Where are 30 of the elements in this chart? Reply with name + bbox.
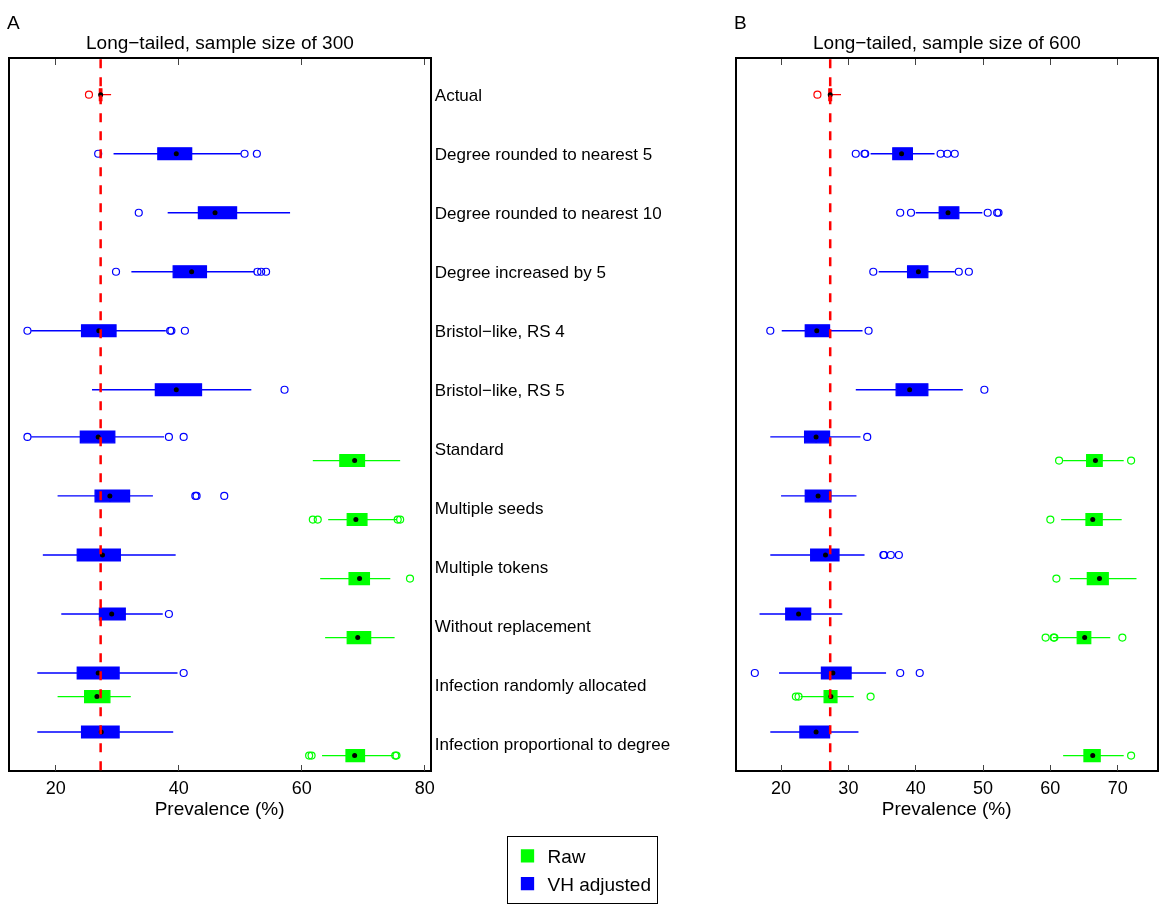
- y-tick-label: Multiple tokens: [434, 557, 549, 577]
- y-tick-label: Degree increased by 5: [434, 262, 606, 282]
- x-tick-label: 30: [838, 777, 859, 798]
- y-tick-label: Infection randomly allocated: [434, 675, 647, 695]
- y-tick-label: Standard: [434, 439, 504, 459]
- text: A: [7, 12, 20, 33]
- x-tick-label: 40: [168, 777, 189, 798]
- x-tick-label: 60: [291, 777, 312, 798]
- text: B: [734, 12, 747, 33]
- chart-title: Long−tailed, sample size of 300: [86, 32, 354, 53]
- legend-label: VH adjusted: [547, 874, 652, 896]
- x-tick-label: 70: [1107, 777, 1128, 798]
- legend-label: Raw: [547, 846, 586, 868]
- x-axis-title: Prevalence (%): [154, 797, 285, 819]
- y-tick-label: Without replacement: [434, 616, 591, 636]
- x-tick-label: 40: [905, 777, 926, 798]
- x-tick-label: 60: [1040, 777, 1061, 798]
- y-tick-label: Bristol−like, RS 5: [434, 380, 565, 400]
- x-tick-label: 80: [414, 777, 435, 798]
- x-tick-label: 50: [973, 777, 994, 798]
- y-tick-label: Infection proportional to degree: [434, 734, 671, 754]
- x-tick-label: 20: [45, 777, 66, 798]
- x-tick-label: 20: [771, 777, 792, 798]
- y-tick-label: Degree rounded to nearest 10: [434, 203, 662, 223]
- y-tick-label: Bristol−like, RS 4: [434, 321, 565, 341]
- y-tick-label: Actual: [434, 85, 483, 105]
- y-tick-label: Degree rounded to nearest 5: [434, 144, 653, 164]
- x-axis-title: Prevalence (%): [881, 797, 1012, 819]
- y-tick-label: Multiple seeds: [434, 498, 544, 518]
- chart-title: Long−tailed, sample size of 600: [813, 32, 1081, 53]
